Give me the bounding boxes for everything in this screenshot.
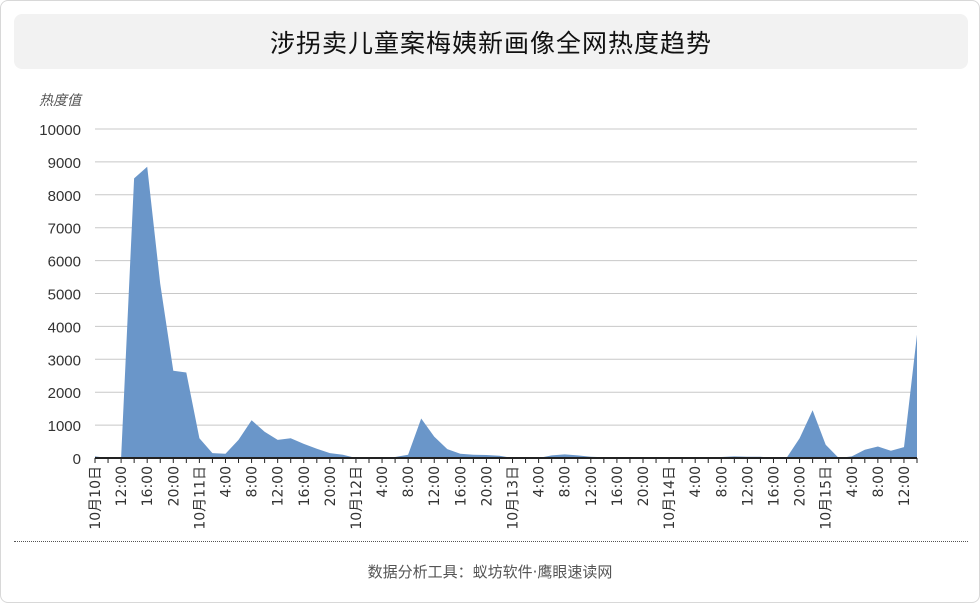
y-axis-label: 热度值 (39, 93, 83, 109)
x-tick-label: 20:00 (793, 466, 809, 506)
x-tick-label: 10月11日 (192, 466, 208, 530)
x-tick-label: 8:00 (401, 466, 417, 497)
x-tick-label: 20:00 (636, 466, 652, 506)
trend-chart: 0 1000 2000 3000 4000 5000 6000 7000 8000 9000 100… (39, 93, 918, 530)
x-tick-label: 8:00 (558, 466, 574, 497)
x-tick-label: 16:00 (766, 466, 782, 506)
y-tick-label: 3000 (48, 352, 81, 369)
x-tick-label: 16:00 (140, 466, 156, 506)
x-tick-label: 4:00 (218, 466, 234, 497)
x-tick-label: 8:00 (871, 466, 887, 497)
y-tick-label: 8000 (48, 188, 81, 205)
x-tick-label: 4:00 (375, 466, 391, 497)
x-tick-label: 4:00 (688, 466, 704, 497)
footer-divider (14, 541, 968, 542)
x-tick-label: 12:00 (584, 466, 600, 506)
chart-title: 涉拐卖儿童案梅姨新画像全网热度趋势 (269, 28, 712, 58)
y-tick-label: 10000 (39, 122, 81, 139)
x-tick-label: 12:00 (114, 466, 130, 506)
footer-source: 数据分析工具：蚁坊软件·鹰眼速读网 (367, 563, 613, 581)
x-tick-label: 12:00 (740, 466, 756, 506)
x-tick-label: 10月13日 (506, 466, 522, 530)
x-tick-label: 16:00 (297, 466, 313, 506)
x-tick-label: 20:00 (166, 466, 182, 506)
x-tick-label: 12:00 (427, 466, 443, 506)
y-tick-label: 1000 (48, 418, 81, 435)
x-tick-label: 8:00 (245, 466, 261, 497)
x-tick-label: 8:00 (714, 466, 730, 497)
x-tick-label: 16:00 (453, 466, 469, 506)
x-tick-label: 20:00 (479, 466, 495, 506)
y-tick-label: 2000 (48, 385, 81, 402)
title-bar: 涉拐卖儿童案梅姨新画像全网热度趋势 (14, 14, 968, 69)
x-tick-label: 12:00 (271, 466, 287, 506)
x-tick-label: 4:00 (532, 466, 548, 497)
y-tick-label: 5000 (48, 287, 81, 304)
area-series (95, 166, 917, 459)
y-tick-label: 4000 (48, 319, 81, 336)
x-tick-label: 10月10日 (88, 466, 104, 530)
y-tick-label: 7000 (48, 221, 81, 238)
x-tick-label: 16:00 (610, 466, 626, 506)
x-tick-label: 10月12日 (349, 466, 365, 530)
y-tick-label: 6000 (48, 254, 81, 271)
y-tick-label: 9000 (48, 155, 81, 172)
x-tick-label: 12:00 (897, 466, 913, 506)
y-tick-label: 0 (73, 451, 81, 468)
x-tick-label: 10月14日 (662, 466, 678, 530)
x-tick-label: 4:00 (845, 466, 861, 497)
x-tick-label: 10月15日 (819, 466, 835, 530)
x-tick-label: 20:00 (323, 466, 339, 506)
